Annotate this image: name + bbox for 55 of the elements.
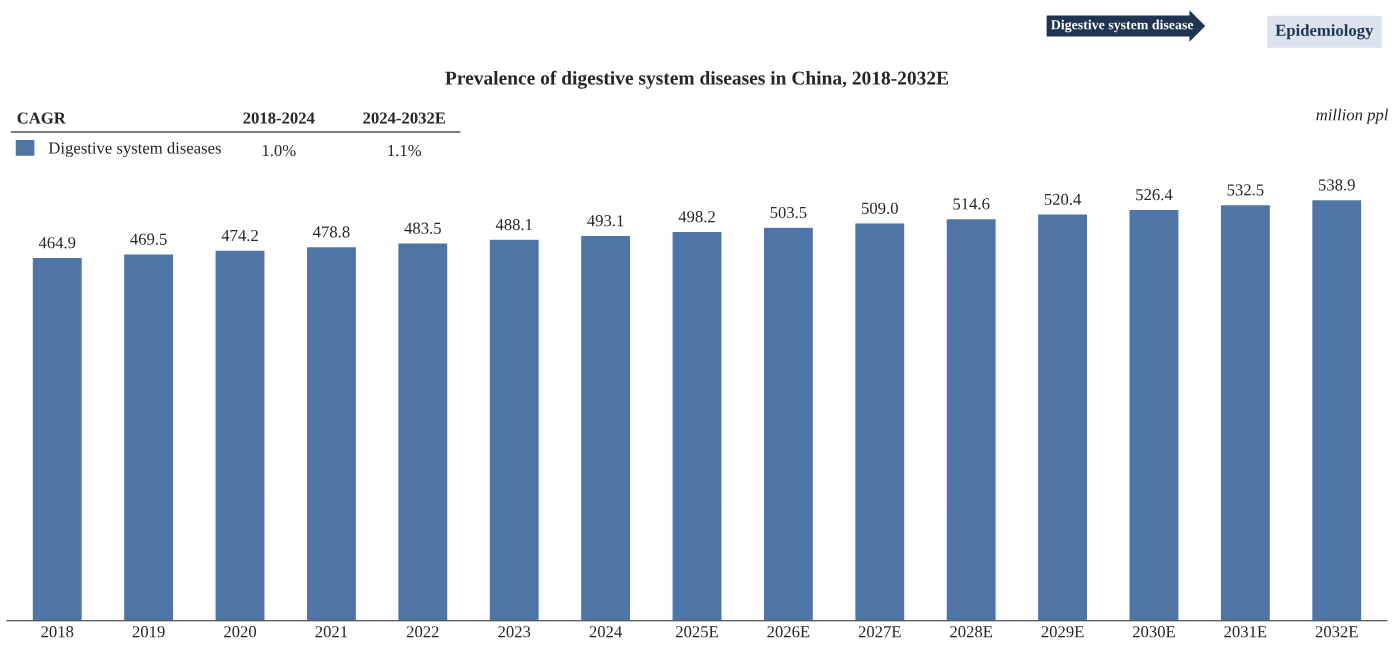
data-label: 469.5 (130, 233, 167, 245)
data-label: 474.2 (221, 229, 258, 242)
bar (396, 242, 449, 621)
data-label: 464.9 (38, 237, 76, 249)
bar (1036, 213, 1089, 621)
data-label: 526.4 (1136, 189, 1173, 201)
x-tick-label: 2029E (1041, 626, 1084, 638)
bar (853, 222, 906, 621)
x-tick-label: 2032E (1315, 626, 1358, 638)
data-label: 488.1 (495, 218, 532, 231)
bar (1128, 208, 1180, 621)
text: 2024-2032E (363, 112, 446, 124)
bar (31, 256, 84, 621)
x-tick-label: 2020 (224, 626, 257, 638)
legend-label: Digestive system diseases (48, 141, 221, 158)
data-label: 509.0 (862, 202, 898, 214)
bar (945, 217, 998, 621)
data-label: 493.1 (587, 215, 624, 227)
x-tick-label: 2018 (41, 626, 74, 638)
text: 1.0% (262, 144, 296, 157)
text: million ppl (1316, 108, 1389, 124)
text: 2018-2024 (243, 112, 315, 124)
data-label: 520.4 (1044, 193, 1082, 206)
x-tick-label: 2024 (589, 626, 623, 638)
x-tick-label: 2026E (767, 626, 810, 638)
data-label: 503.5 (770, 206, 807, 219)
text: Epidemiology (1275, 24, 1374, 40)
x-tick-label: 2022 (406, 626, 439, 638)
bar (762, 226, 815, 621)
bar (671, 230, 723, 621)
x-tick-label: 2025E (675, 626, 718, 638)
data-label: 478.8 (313, 226, 350, 238)
x-tick-label: 2030E (1132, 626, 1175, 638)
text: CAGR (17, 112, 66, 124)
data-label: 532.5 (1227, 184, 1264, 196)
x-tick-label: 2031E (1224, 626, 1267, 638)
data-label: 498.2 (678, 211, 715, 223)
x-tick-label: 2027E (858, 626, 901, 638)
bar (122, 253, 175, 621)
x-tick-label: 2021 (315, 626, 348, 638)
x-tick-label: 2019 (132, 626, 165, 638)
text: Digestive system disease (1051, 19, 1194, 33)
x-tick-label: 2028E (950, 626, 993, 638)
bar (214, 249, 266, 621)
bar (488, 238, 541, 621)
data-label: 514.6 (953, 198, 990, 210)
x-tick-label: 2023 (498, 626, 531, 638)
data-label: 538.9 (1318, 179, 1355, 191)
bar (305, 245, 358, 621)
data-label: 483.5 (404, 222, 441, 234)
bar (579, 234, 632, 621)
text: 1.1% (388, 144, 422, 157)
chart-title: Prevalence of digestive system diseases in China, 2018-2032E (445, 70, 949, 89)
bar (1310, 198, 1363, 621)
bar (1219, 203, 1272, 621)
